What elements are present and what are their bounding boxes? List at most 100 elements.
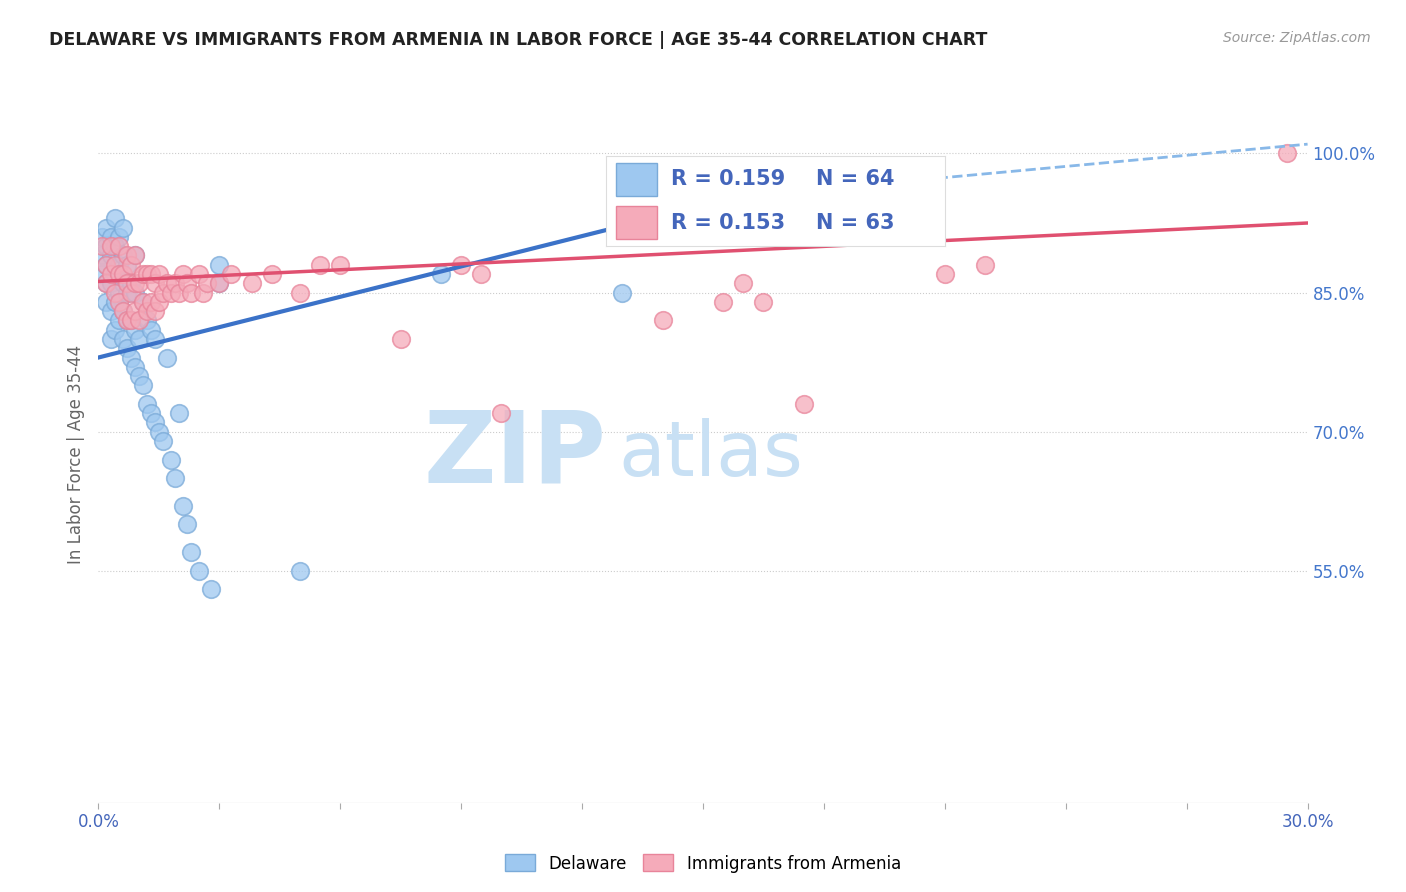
Text: Source: ZipAtlas.com: Source: ZipAtlas.com [1223, 31, 1371, 45]
Point [124, 248, 146, 262]
Point [120, 313, 142, 327]
Point [103, 211, 125, 226]
Point [115, 313, 138, 327]
Point [288, 285, 311, 300]
Point [180, 545, 202, 559]
Point [128, 332, 150, 346]
Point [167, 285, 190, 300]
Point [752, 294, 775, 309]
Point [208, 258, 231, 272]
Point [128, 369, 150, 384]
Point [96, 220, 118, 235]
Point [124, 248, 146, 262]
Point [107, 313, 129, 327]
Point [115, 248, 138, 262]
Point [111, 267, 134, 281]
Point [139, 267, 162, 281]
Point [124, 359, 146, 374]
Point [651, 313, 673, 327]
Point [120, 351, 142, 365]
Text: ZIP: ZIP [423, 407, 606, 503]
Point [124, 304, 146, 318]
Point [96, 277, 118, 291]
FancyBboxPatch shape [616, 206, 657, 239]
Point [152, 434, 174, 448]
Point [260, 267, 283, 281]
Point [143, 332, 166, 346]
Point [120, 285, 142, 300]
Point [91, 267, 114, 281]
Point [107, 230, 129, 244]
Point [100, 332, 122, 346]
Point [139, 406, 162, 420]
Point [160, 285, 183, 300]
Point [793, 397, 815, 411]
Point [96, 294, 118, 309]
Point [96, 258, 118, 272]
Point [103, 239, 125, 253]
Point [111, 248, 134, 262]
Point [128, 277, 150, 291]
Legend: Delaware, Immigrants from Armenia: Delaware, Immigrants from Armenia [498, 847, 908, 880]
Point [135, 397, 157, 411]
Point [100, 304, 122, 318]
Point [1277, 146, 1299, 161]
Point [124, 277, 146, 291]
Point [139, 323, 162, 337]
Point [612, 285, 634, 300]
Point [96, 258, 118, 272]
Point [733, 277, 755, 291]
Point [115, 277, 138, 291]
Point [100, 267, 122, 281]
Point [103, 323, 125, 337]
Point [156, 277, 179, 291]
Text: DELAWARE VS IMMIGRANTS FROM ARMENIA IN LABOR FORCE | AGE 35-44 CORRELATION CHART: DELAWARE VS IMMIGRANTS FROM ARMENIA IN L… [49, 31, 987, 49]
Point [107, 294, 129, 309]
Point [135, 313, 157, 327]
Point [195, 277, 218, 291]
Point [128, 313, 150, 327]
Point [120, 313, 142, 327]
Point [188, 267, 211, 281]
Point [934, 267, 956, 281]
Point [172, 499, 194, 513]
Point [450, 258, 472, 272]
Point [160, 452, 183, 467]
Point [103, 258, 125, 272]
Point [107, 267, 129, 281]
Point [120, 277, 142, 291]
Point [143, 416, 166, 430]
Point [208, 277, 231, 291]
Y-axis label: In Labor Force | Age 35-44: In Labor Force | Age 35-44 [66, 345, 84, 565]
Point [167, 406, 190, 420]
Point [111, 304, 134, 318]
Point [107, 285, 129, 300]
Point [103, 285, 125, 300]
Point [111, 332, 134, 346]
Text: R = 0.159: R = 0.159 [671, 169, 785, 189]
Point [329, 258, 352, 272]
Point [180, 285, 202, 300]
Point [91, 248, 114, 262]
Point [389, 332, 412, 346]
Point [148, 294, 170, 309]
Point [115, 313, 138, 327]
Point [96, 277, 118, 291]
Point [124, 323, 146, 337]
Point [152, 285, 174, 300]
Point [103, 267, 125, 281]
Point [124, 285, 146, 300]
Text: N = 63: N = 63 [815, 212, 894, 233]
Point [115, 285, 138, 300]
Point [115, 341, 138, 355]
Point [163, 277, 186, 291]
Point [103, 294, 125, 309]
Point [120, 258, 142, 272]
Point [148, 425, 170, 439]
Point [132, 267, 155, 281]
Point [430, 267, 453, 281]
Point [148, 267, 170, 281]
Point [139, 294, 162, 309]
Point [470, 267, 492, 281]
Point [111, 220, 134, 235]
